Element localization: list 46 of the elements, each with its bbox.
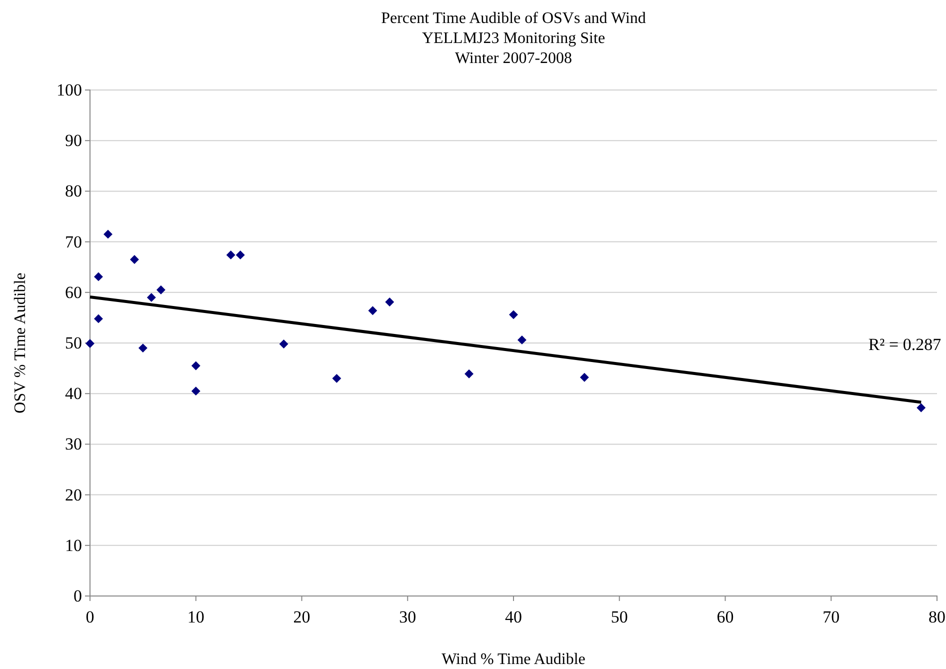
point [916,403,926,412]
x-tick-label: 20 [293,608,310,627]
chart-title: Percent Time Audible of OSVs and Wind [381,10,646,27]
chart-subtitle: YELLMJ23 Monitoring Site Winter 2007-2008 [422,30,606,67]
point [518,335,526,344]
point [130,255,139,264]
point [94,272,103,282]
point [279,340,288,348]
point [146,292,156,302]
point [368,306,378,316]
x-tick-label: 60 [716,608,734,627]
annotation: R² = 0.287 [868,335,942,354]
point [236,250,245,260]
point [138,344,148,353]
point [191,361,200,370]
point [226,250,236,260]
y-tick-label: 10 [65,536,82,555]
y-axis-title: OSV % Time Audible [12,272,29,414]
y-tick-label: 40 [65,384,82,404]
point [332,374,342,383]
x-tick-label: 70 [822,608,840,627]
y-tick-label: 0 [74,586,82,606]
y-tick-label: 100 [56,80,82,100]
y-tick-label: 60 [65,282,82,302]
point [385,298,394,306]
x-tick-label: 30 [399,608,416,627]
y-tick-label: 80 [65,182,82,201]
x-axis-title: Wind % Time Audible [442,651,586,668]
point [464,369,474,378]
x-tick-label: 0 [86,608,94,627]
point [94,314,103,324]
x-tick-label: 80 [928,608,946,627]
x-tick-label: 50 [610,608,628,627]
y-tick-label: 70 [65,232,82,252]
point [509,310,518,320]
x-tick-label: 10 [187,608,204,627]
x-tick-label: 40 [505,608,522,627]
y-tick-label: 50 [65,333,82,352]
point [580,372,589,382]
point [156,285,166,294]
y-tick-label: 90 [65,131,82,150]
point [86,339,94,348]
point [191,386,200,396]
point [104,230,112,239]
y-tick-label: 20 [65,485,82,504]
y-tick-label: 30 [65,434,82,454]
